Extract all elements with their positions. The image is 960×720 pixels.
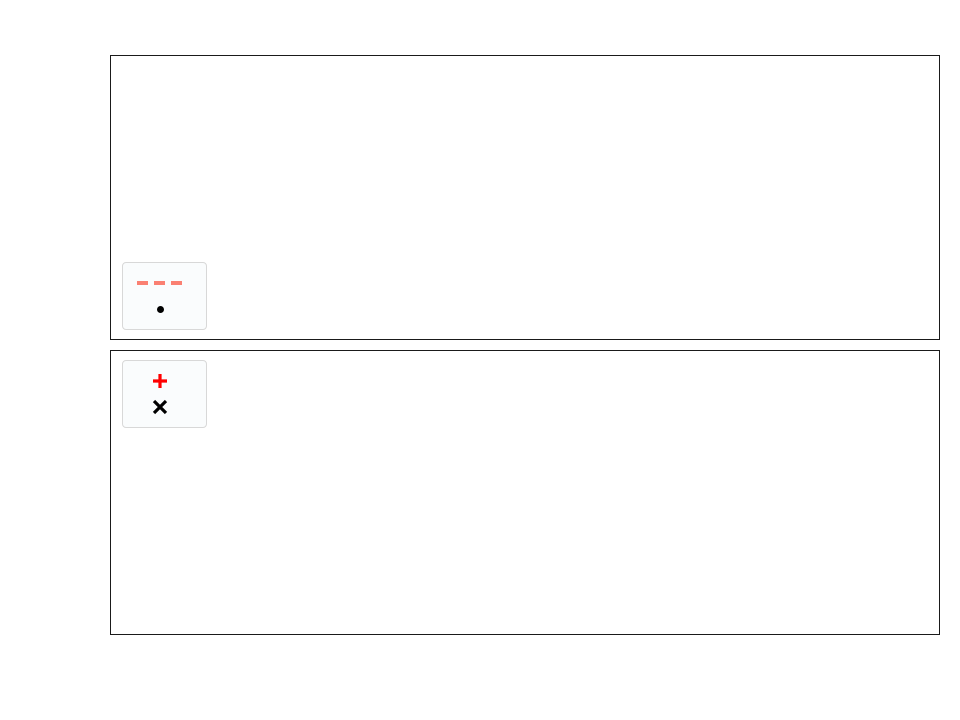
legend-item-matched-stars xyxy=(132,368,194,394)
dot-marker-icon xyxy=(132,305,188,313)
bottom-panel-plot-area xyxy=(110,350,940,635)
top-panel-data-layer xyxy=(111,56,939,339)
cross-marker-icon xyxy=(132,396,188,418)
bottom-panel-legend xyxy=(122,360,207,428)
legend-item-threshold xyxy=(132,270,194,296)
legend-item-predicted-stars xyxy=(132,394,194,420)
bottom-panel-data-layer xyxy=(111,351,939,634)
top-panel-legend xyxy=(122,262,207,330)
legend-item-measurements xyxy=(132,296,194,322)
dashed-line-icon xyxy=(132,281,188,285)
plus-marker-icon xyxy=(132,370,188,392)
top-panel-plot-area xyxy=(110,55,940,340)
